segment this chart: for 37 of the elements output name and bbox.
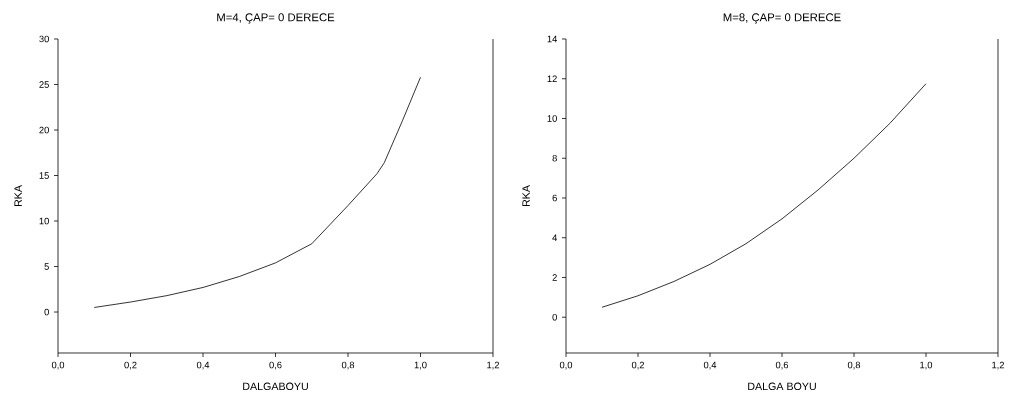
x-tick-label: 0,4 [703, 361, 717, 370]
y-tick-label: 4 [552, 234, 558, 241]
y-tick-label: 10 [39, 217, 49, 225]
y-tick-label: 20 [39, 126, 49, 134]
chart-title: M=8, ÇAP= 0 DERECE [723, 13, 841, 24]
y-tick-label: 25 [39, 81, 49, 88]
y-tick-label: 30 [39, 35, 49, 43]
x-tick-label: 0,8 [341, 361, 355, 370]
x-tick-label: 1,2 [992, 361, 1005, 370]
x-tick-label: 1,0 [920, 361, 933, 370]
y-tick-label: 0 [552, 313, 557, 321]
x-tick-label: 0,2 [631, 361, 645, 370]
y-tick-label: 5 [44, 263, 49, 270]
x-tick-label: 0,6 [269, 361, 282, 370]
y-axis-title: RKA [522, 185, 530, 207]
x-tick-label: 0,6 [775, 361, 789, 370]
x-axis-title: DALGA BOYU [748, 382, 816, 391]
x-tick-label: 0,0 [559, 361, 573, 370]
y-tick-label: 6 [552, 194, 557, 202]
y-tick-label: 2 [552, 274, 557, 281]
x-tick-label: 0,8 [847, 361, 861, 370]
y-tick-label: 8 [552, 154, 557, 162]
x-tick-label: 0,2 [124, 361, 137, 370]
y-tick-label: 10 [547, 115, 557, 122]
y-tick-label: 15 [39, 172, 49, 179]
chart-title: M=4, ÇAP= 0 DERECE [217, 13, 335, 24]
x-tick-label: 1,0 [414, 361, 427, 370]
y-axis-title: RKA [14, 185, 22, 207]
x-axis-title: DALGABOYU [243, 382, 308, 391]
line-series [601, 83, 927, 308]
x-tick-label: 1,2 [487, 361, 500, 370]
y-tick-label: 14 [547, 35, 558, 43]
y-tick-label: 12 [547, 75, 557, 82]
x-tick-label: 0,4 [196, 361, 210, 370]
line-series [93, 76, 421, 308]
y-tick-label: 0 [44, 308, 49, 316]
x-tick-label: 0,0 [51, 361, 65, 370]
